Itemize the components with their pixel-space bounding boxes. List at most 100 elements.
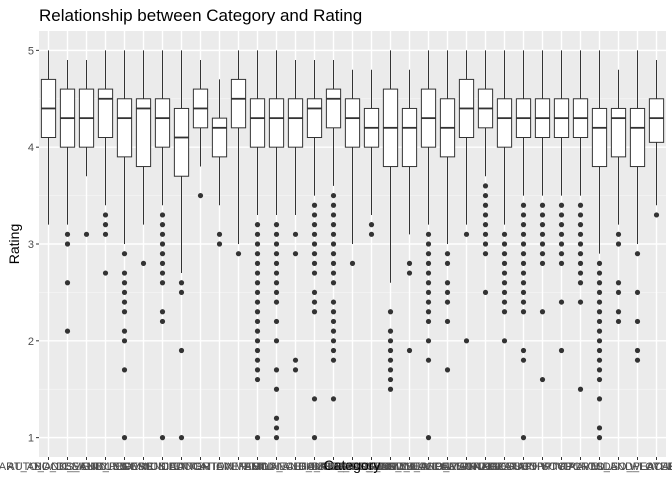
outlier-point: [140, 260, 147, 266]
iqr-box: [135, 98, 152, 168]
outlier-point: [311, 299, 318, 305]
x-tick-label: ART_AND_DESIGN: [0, 461, 98, 473]
outlier-point: [311, 260, 318, 266]
outlier-point: [273, 425, 280, 431]
outlier-point: [596, 318, 603, 325]
x-tick-label: EVENTS: [216, 461, 260, 473]
x-tick-label: SOCIAL: [541, 461, 581, 473]
outlier-point: [596, 328, 603, 334]
outlier-point: [501, 280, 508, 286]
outlier-point: [254, 222, 261, 228]
box-communication: [154, 50, 171, 441]
outlier-point: [254, 231, 261, 237]
outlier-point: [254, 289, 261, 296]
outlier-point: [501, 289, 508, 296]
outlier-point: [520, 202, 527, 208]
outlier-point: [197, 192, 204, 199]
box-beauty: [78, 60, 95, 237]
x-tick-label: EDUCATION: [169, 461, 233, 473]
outlier-point: [444, 318, 451, 325]
x-axis-title: Category: [324, 457, 381, 473]
outlier-point: [330, 328, 337, 334]
outlier-point: [273, 289, 280, 296]
outlier-point: [330, 309, 337, 315]
outlier-point: [596, 367, 603, 373]
box-photography: [496, 50, 513, 344]
outlier-point: [596, 338, 603, 344]
box-lifestyle: [382, 50, 399, 392]
box-entertainment: [211, 79, 228, 247]
box-house-and-home: [344, 69, 361, 266]
x-tick-label: MAPS_AND_NAVIGATION: [343, 461, 476, 473]
x-tick-label: PERSONALIZATION: [434, 461, 537, 473]
iqr-box: [268, 98, 285, 148]
outlier-point: [520, 222, 527, 228]
outlier-point: [577, 222, 584, 228]
outlier-point: [273, 415, 280, 421]
box-finance: [268, 50, 285, 441]
outlier-point: [330, 280, 337, 286]
outlier-point: [159, 222, 166, 228]
outlier-point: [83, 231, 90, 237]
iqr-box: [211, 117, 228, 158]
outlier-point: [482, 251, 489, 257]
box-social: [553, 50, 570, 354]
iqr-box: [97, 88, 114, 139]
x-tick-label: LIFESTYLE: [361, 461, 419, 473]
iqr-box: [648, 98, 665, 143]
outlier-point: [539, 231, 546, 237]
outlier-point: [387, 376, 394, 383]
outlier-point: [425, 289, 432, 296]
y-tick-label: 2: [28, 336, 34, 348]
outlier-point: [178, 280, 185, 286]
box-education: [192, 60, 209, 199]
outlier-point: [349, 260, 356, 266]
outlier-point: [482, 241, 489, 247]
outlier-point: [311, 231, 318, 237]
outlier-point: [254, 367, 261, 373]
outlier-point: [406, 270, 413, 276]
outlier-point: [482, 183, 489, 189]
outlier-point: [558, 260, 565, 266]
outlier-point: [273, 338, 280, 344]
outlier-point: [596, 289, 603, 296]
iqr-box: [154, 98, 171, 148]
outlier-point: [596, 425, 603, 431]
outlier-point: [311, 270, 318, 276]
outlier-point: [520, 435, 527, 441]
outlier-point: [596, 347, 603, 354]
outlier-point: [273, 241, 280, 247]
outlier-point: [330, 192, 337, 199]
outlier-point: [577, 386, 584, 392]
y-tick-label: 5: [28, 45, 34, 57]
outlier-point: [64, 328, 71, 334]
outlier-point: [273, 260, 280, 266]
outlier-point: [330, 222, 337, 228]
outlier-point: [425, 270, 432, 276]
outlier-point: [311, 309, 318, 315]
outlier-point: [482, 231, 489, 237]
outlier-point: [273, 280, 280, 286]
outlier-point: [520, 299, 527, 305]
outlier-point: [520, 260, 527, 266]
box-parenting: [458, 50, 475, 344]
x-tick-label: COMMUNICATION: [115, 461, 210, 473]
box-personalization: [477, 50, 494, 296]
outlier-point: [520, 241, 527, 247]
y-tick-label: 3: [28, 239, 34, 251]
x-tick-label: BEAUTY: [64, 461, 109, 473]
x-tick-label: AUTO_AND_VEHICLES: [7, 461, 127, 473]
outlier-point: [425, 260, 432, 266]
outlier-point: [102, 270, 109, 276]
outlier-point: [387, 338, 394, 344]
outlier-point: [539, 222, 546, 228]
outlier-point: [482, 202, 489, 208]
outlier-point: [539, 309, 546, 315]
outlier-point: [121, 270, 128, 276]
outlier-point: [330, 347, 337, 354]
outlier-point: [273, 299, 280, 305]
outlier-point: [254, 299, 261, 305]
outlier-point: [577, 251, 584, 257]
outlier-point: [254, 280, 261, 286]
